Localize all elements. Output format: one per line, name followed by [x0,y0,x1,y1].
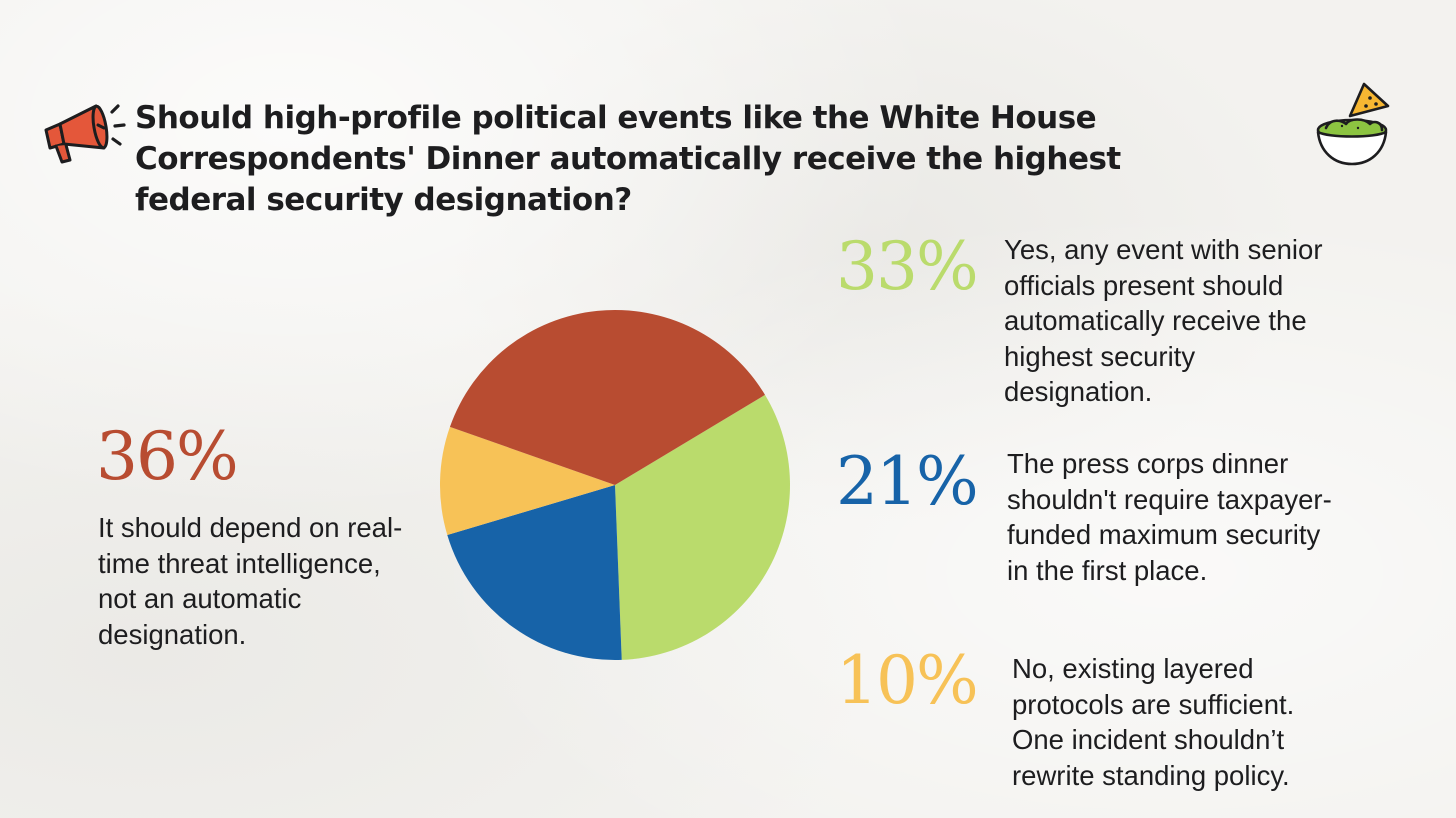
pct-label-yes: 33% [836,228,979,305]
chips-and-guacamole-bowl-icon [1312,78,1396,177]
page-title: Should high-profile political events lik… [135,100,1121,218]
pie-slice-depend [449,310,765,485]
pct-label-press: 21% [836,443,979,520]
pct-label-depend: 36% [96,418,239,495]
pct-label-no: 10% [836,642,979,719]
answer-text-yes: Yes, any event with senior officials pre… [1004,234,1323,407]
answer-text-depend: It should depend on real-time threat int… [98,512,403,650]
megaphone-icon [38,100,130,173]
answer-text-no: No, existing layered protocols are suffi… [1012,653,1295,791]
pie-chart [430,300,800,675]
pie-slice-press [447,485,622,660]
pie-slice-no [439,426,615,535]
pie-slice-yes [615,394,790,660]
answer-text-press: The press corps dinner shouldn't require… [1007,448,1332,586]
